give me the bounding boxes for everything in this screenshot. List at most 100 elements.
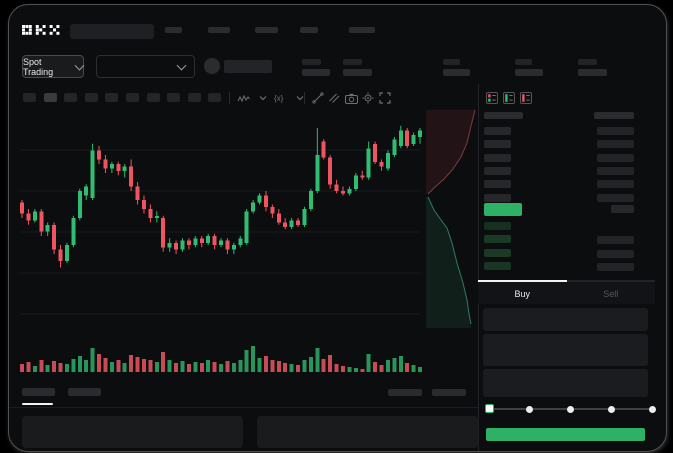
slider-stop-2[interactable] (567, 405, 574, 413)
order-form-field-1[interactable] (483, 334, 648, 366)
interval-button-6[interactable] (146, 93, 160, 102)
interval-button-7[interactable] (167, 93, 181, 102)
chart-toolbar: {x} (9, 88, 478, 108)
stat-label-1 (343, 59, 362, 65)
ask-amount-0 (597, 127, 634, 135)
orderbook-split-view-icon[interactable] (486, 91, 498, 104)
panel-divider (478, 84, 479, 451)
bid-amount-1 (597, 236, 634, 245)
fullscreen-icon[interactable] (378, 91, 392, 105)
stat-label-0 (302, 59, 321, 65)
bottom-active-tab-underline (22, 403, 53, 405)
interval-button-2[interactable] (64, 93, 78, 102)
ask-amount-4 (597, 180, 634, 189)
interval-button-1[interactable] (43, 93, 57, 102)
chevron-down-icon[interactable] (293, 91, 307, 105)
ask-row-4[interactable] (484, 180, 511, 189)
camera-icon[interactable] (344, 91, 358, 105)
bid-amount-2 (597, 249, 634, 258)
stat-value-4 (578, 69, 607, 76)
orders-panel-right (257, 416, 478, 448)
okx-logo (22, 25, 60, 35)
bottom-divider (9, 407, 478, 408)
svg-text:{x}: {x} (274, 94, 284, 103)
indicators-icon[interactable]: {x} (272, 91, 286, 105)
orderbook-asks-view-icon[interactable] (520, 91, 532, 104)
stat-label-4 (578, 59, 597, 65)
coin-icon (204, 58, 220, 74)
interval-button-8[interactable] (187, 93, 201, 102)
depth-chart (426, 109, 476, 328)
bottom-tab-1[interactable] (68, 388, 101, 396)
order-form-field-2[interactable] (483, 369, 648, 397)
nav-item-1[interactable] (208, 27, 230, 33)
stat-value-2 (443, 69, 470, 76)
nav-item-2[interactable] (255, 27, 278, 33)
toolbar-divider (304, 92, 305, 104)
bid-row-3[interactable] (484, 261, 511, 270)
bottom-action-button-0[interactable] (388, 389, 422, 396)
amount-slider[interactable] (484, 400, 658, 418)
ask-row-5[interactable] (484, 193, 511, 202)
candlestick-chart (20, 125, 423, 372)
market-selector-label: Spot Trading (23, 56, 54, 77)
last-price-placeholder (224, 60, 272, 73)
ask-amount-1 (597, 140, 634, 149)
orderbook-last-price[interactable] (484, 203, 522, 216)
bid-row-0[interactable] (484, 222, 511, 230)
settings-icon[interactable] (361, 91, 375, 105)
stat-label-2 (443, 59, 460, 65)
ask-row-3[interactable] (484, 166, 511, 175)
tab-sell[interactable]: Sell (566, 280, 655, 306)
interval-button-9[interactable] (208, 93, 222, 102)
interval-button-4[interactable] (105, 93, 119, 102)
stat-value-0 (302, 69, 330, 76)
interval-button-3[interactable] (84, 93, 98, 102)
ask-amount-2 (597, 153, 634, 162)
slider-handle[interactable] (484, 404, 494, 413)
orderbook-bids-view-icon[interactable] (503, 91, 515, 104)
stat-value-1 (343, 69, 372, 76)
nav-item-3[interactable] (300, 27, 318, 33)
bid-amount-3 (597, 262, 634, 271)
orderbook-price-header (484, 112, 523, 119)
toolbar-divider (229, 92, 230, 104)
bottom-action-button-1[interactable] (432, 389, 466, 396)
slider-stop-3[interactable] (607, 405, 615, 413)
ask-amount-3 (597, 166, 634, 175)
orderbook-view-toggles (486, 91, 546, 104)
search-input[interactable] (70, 24, 154, 39)
ask-row-2[interactable] (484, 153, 511, 162)
slider-stop-4[interactable] (648, 405, 656, 413)
order-form-field-0[interactable] (483, 308, 648, 331)
draw-tool-icon[interactable] (327, 91, 341, 105)
ask-amount-5 (597, 193, 634, 202)
tab-buy-label: Buy (514, 289, 530, 299)
device-frame: Spot Trading {x} Buy Sell (8, 4, 667, 452)
chevron-down-icon (176, 60, 187, 70)
buy-submit-button[interactable] (486, 428, 645, 441)
trade-tabs: Buy Sell (478, 280, 655, 304)
bid-row-1[interactable] (484, 235, 511, 244)
interval-button-0[interactable] (23, 93, 36, 102)
nav-item-4[interactable] (349, 27, 375, 33)
chevron-down-icon (74, 60, 85, 70)
bid-row-2[interactable] (484, 248, 511, 257)
orderbook-last-amount (611, 205, 634, 213)
line-tool-icon[interactable] (311, 91, 325, 105)
ask-row-0[interactable] (484, 127, 511, 135)
interval-button-5[interactable] (126, 93, 139, 102)
slider-stop-1[interactable] (526, 405, 534, 413)
chevron-down-icon[interactable] (256, 91, 270, 105)
orders-panel-left (22, 416, 243, 448)
ask-row-1[interactable] (484, 140, 511, 149)
nav-item-0[interactable] (165, 27, 182, 33)
chart-type-icon[interactable] (236, 91, 250, 105)
stat-value-3 (515, 69, 543, 76)
pair-selector[interactable] (96, 55, 195, 78)
bottom-tab-0[interactable] (22, 388, 55, 396)
market-selector-button[interactable]: Spot Trading (22, 55, 85, 78)
tab-buy[interactable]: Buy (478, 280, 567, 306)
top-nav (9, 5, 666, 45)
stat-label-3 (515, 59, 532, 65)
